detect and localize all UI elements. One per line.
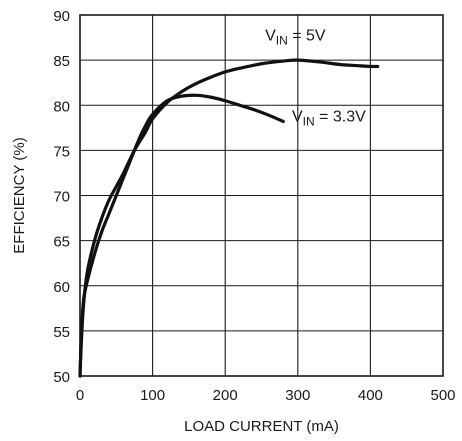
y-tick-label: 55 — [53, 324, 70, 341]
x-tick-label: 0 — [76, 387, 84, 404]
series-vin-3v3-line — [78, 93, 285, 378]
x-tick-label: 400 — [358, 387, 383, 404]
series-vin-5v-line — [78, 58, 380, 378]
y-tick-label: 90 — [53, 8, 70, 25]
y-tick-label: 80 — [53, 98, 70, 115]
x-tick-label: 100 — [140, 387, 165, 404]
series-curves — [78, 58, 380, 378]
y-tick-labels: 50 55 60 65 70 75 80 85 90 — [53, 8, 70, 386]
plot-frame — [79, 14, 444, 377]
y-tick-label: 70 — [53, 189, 70, 206]
y-tick-label: 60 — [53, 279, 70, 296]
label-vin-3v3: VIN = 3.3V — [292, 108, 366, 128]
y-tick-label: 85 — [53, 53, 70, 70]
x-tick-label: 500 — [430, 387, 455, 404]
y-tick-label: 65 — [53, 234, 70, 251]
x-tick-labels: 0 100 200 300 400 500 — [76, 387, 456, 404]
x-axis-label: LOAD CURRENT (mA) — [184, 418, 339, 435]
x-tick-label: 200 — [213, 387, 238, 404]
y-axis-label: EFFICIENCY (%) — [11, 137, 28, 253]
grid-lines — [80, 15, 443, 376]
y-tick-label: 75 — [53, 143, 70, 160]
series-annotations: VIN = 5V VIN = 3.3V — [265, 27, 366, 128]
y-tick-label: 50 — [53, 369, 70, 386]
x-tick-label: 300 — [285, 387, 310, 404]
label-vin-5v: VIN = 5V — [265, 27, 326, 47]
